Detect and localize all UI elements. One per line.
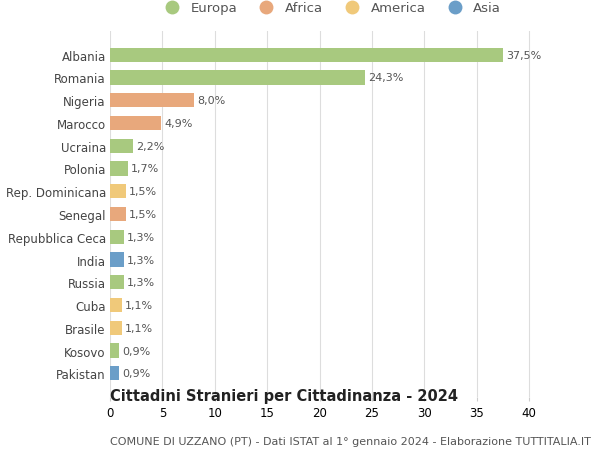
Bar — [110, 162, 128, 176]
Text: 1,3%: 1,3% — [127, 232, 155, 242]
Bar — [110, 275, 124, 290]
Bar — [110, 117, 161, 131]
Text: 2,2%: 2,2% — [136, 141, 164, 151]
Text: 1,7%: 1,7% — [131, 164, 159, 174]
Bar — [110, 207, 126, 222]
Text: 1,1%: 1,1% — [125, 300, 153, 310]
Legend: Europa, Africa, America, Asia: Europa, Africa, America, Asia — [157, 0, 503, 18]
Bar — [110, 298, 122, 313]
Bar — [110, 344, 119, 358]
Bar — [110, 94, 194, 108]
Text: 1,1%: 1,1% — [125, 323, 153, 333]
Bar — [110, 49, 503, 62]
Text: COMUNE DI UZZANO (PT) - Dati ISTAT al 1° gennaio 2024 - Elaborazione TUTTITALIA.: COMUNE DI UZZANO (PT) - Dati ISTAT al 1°… — [110, 436, 591, 446]
Text: 1,5%: 1,5% — [129, 187, 157, 197]
Text: 0,9%: 0,9% — [122, 369, 151, 379]
Text: 8,0%: 8,0% — [197, 96, 225, 106]
Text: 1,3%: 1,3% — [127, 255, 155, 265]
Bar — [110, 230, 124, 244]
Bar — [110, 321, 122, 335]
Bar — [110, 185, 126, 199]
Text: Cittadini Stranieri per Cittadinanza - 2024: Cittadini Stranieri per Cittadinanza - 2… — [110, 388, 458, 403]
Bar — [110, 253, 124, 267]
Text: 24,3%: 24,3% — [368, 73, 403, 83]
Text: 37,5%: 37,5% — [506, 50, 541, 61]
Text: 4,9%: 4,9% — [164, 119, 193, 129]
Text: 1,5%: 1,5% — [129, 210, 157, 219]
Bar — [110, 140, 133, 153]
Text: 0,9%: 0,9% — [122, 346, 151, 356]
Text: 1,3%: 1,3% — [127, 278, 155, 288]
Bar — [110, 71, 365, 85]
Bar — [110, 366, 119, 381]
